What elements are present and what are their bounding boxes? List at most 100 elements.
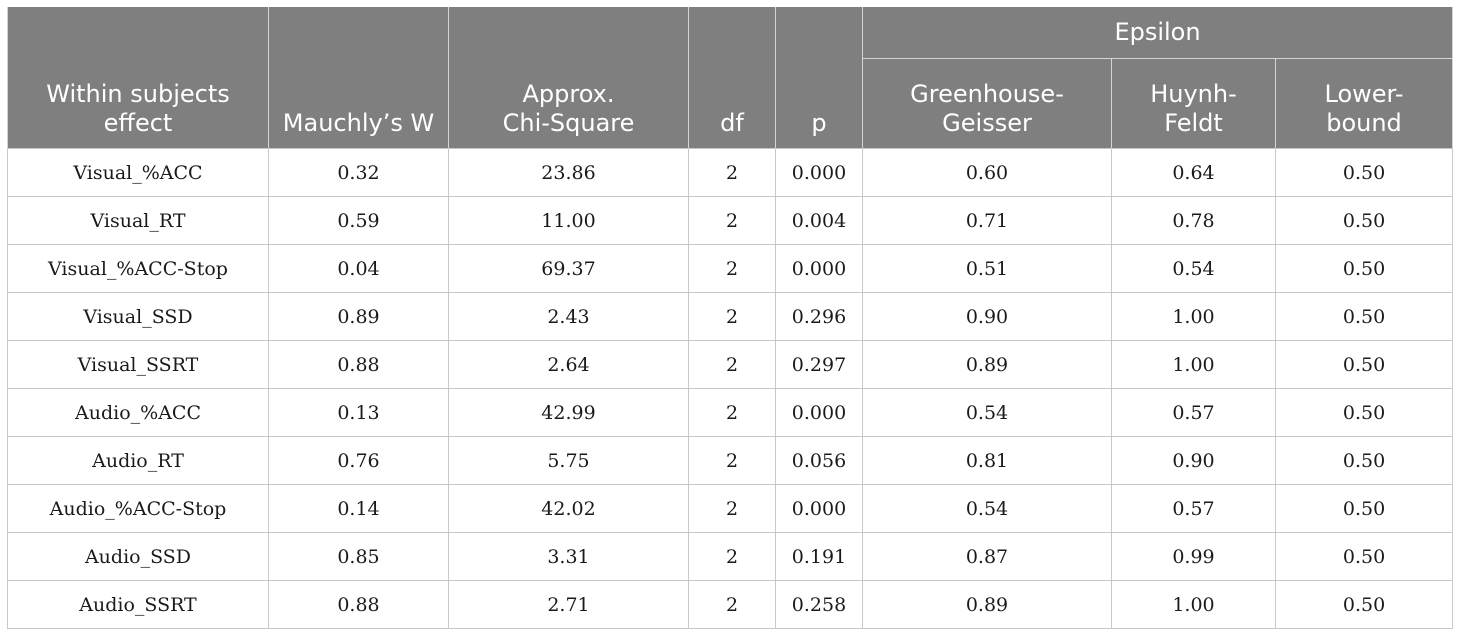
chi-square-cell: 3.31 [448, 532, 689, 581]
table-row: Visual_%ACC-Stop 0.04 69.37 2 0.000 0.51 0.54 0… [7, 244, 1454, 293]
header-mauchly: Mauchly’s W [268, 7, 449, 149]
chi-square-cell: 23.86 [448, 148, 689, 197]
effect-cell: Visual_%ACC-Stop [7, 244, 269, 293]
header-epsilon: Epsilon [861, 7, 1454, 59]
effect-cell: Audio_%ACC [7, 388, 269, 437]
effect-cell: Audio_RT [7, 436, 269, 485]
p-cell: 0.004 [775, 196, 863, 245]
chi-square-cell: 42.02 [448, 484, 689, 533]
header-effect: Within subjects effect [7, 7, 269, 149]
chi-square-cell: 11.00 [448, 196, 689, 245]
huynh-feldt-cell: 0.99 [1111, 532, 1276, 581]
df-cell: 2 [688, 196, 776, 245]
effect-cell: Audio_SSRT [7, 580, 269, 629]
effect-cell: Visual_RT [7, 196, 269, 245]
df-cell: 2 [688, 436, 776, 485]
lower-bound-cell: 0.50 [1274, 292, 1454, 341]
huynh-feldt-cell: 0.90 [1111, 436, 1276, 485]
p-cell: 0.000 [775, 388, 863, 437]
greenhouse-geisser-cell: 0.89 [862, 340, 1112, 389]
greenhouse-geisser-cell: 0.54 [862, 388, 1112, 437]
huynh-feldt-cell: 1.00 [1111, 580, 1276, 629]
table-row: Visual_SSD 0.89 2.43 2 0.296 0.90 1.00 0.50 [7, 292, 1454, 341]
chi-square-cell: 42.99 [448, 388, 689, 437]
huynh-feldt-cell: 0.57 [1111, 388, 1276, 437]
huynh-feldt-cell: 0.78 [1111, 196, 1276, 245]
huynh-feldt-cell: 0.57 [1111, 484, 1276, 533]
table-row: Audio_SSD 0.85 3.31 2 0.191 0.87 0.99 0.50 [7, 532, 1454, 581]
mauchly-cell: 0.32 [268, 148, 449, 197]
greenhouse-geisser-cell: 0.51 [862, 244, 1112, 293]
df-cell: 2 [688, 292, 776, 341]
mauchly-cell: 0.04 [268, 244, 449, 293]
lower-bound-cell: 0.50 [1274, 148, 1454, 197]
df-cell: 2 [688, 340, 776, 389]
huynh-feldt-cell: 0.64 [1111, 148, 1276, 197]
greenhouse-geisser-cell: 0.71 [862, 196, 1112, 245]
effect-cell: Audio_SSD [7, 532, 269, 581]
table-body: Visual_%ACC 0.32 23.86 2 0.000 0.60 0.64 0.50 Vi… [7, 148, 1454, 629]
table-header: Within subjects effect Mauchly’s W Approx… [7, 7, 1454, 149]
p-cell: 0.000 [775, 148, 863, 197]
p-cell: 0.296 [775, 292, 863, 341]
header-df: df [688, 7, 776, 149]
mauchly-cell: 0.13 [268, 388, 449, 437]
effect-cell: Visual_SSRT [7, 340, 269, 389]
chi-square-cell: 2.71 [448, 580, 689, 629]
mauchly-cell: 0.14 [268, 484, 449, 533]
huynh-feldt-cell: 0.54 [1111, 244, 1276, 293]
effect-cell: Visual_SSD [7, 292, 269, 341]
mauchly-cell: 0.59 [268, 196, 449, 245]
lower-bound-cell: 0.50 [1274, 436, 1454, 485]
df-cell: 2 [688, 484, 776, 533]
lower-bound-cell: 0.50 [1274, 484, 1454, 533]
p-cell: 0.056 [775, 436, 863, 485]
table-row: Audio_SSRT 0.88 2.71 2 0.258 0.89 1.00 0.50 [7, 580, 1454, 629]
chi-square-cell: 5.75 [448, 436, 689, 485]
greenhouse-geisser-cell: 0.54 [862, 484, 1112, 533]
huynh-feldt-cell: 1.00 [1111, 292, 1276, 341]
huynh-feldt-cell: 1.00 [1111, 340, 1276, 389]
chi-square-cell: 2.43 [448, 292, 689, 341]
lower-bound-cell: 0.50 [1274, 388, 1454, 437]
df-cell: 2 [688, 148, 776, 197]
mauchly-cell: 0.89 [268, 292, 449, 341]
p-cell: 0.000 [775, 484, 863, 533]
table-row: Audio_RT 0.76 5.75 2 0.056 0.81 0.90 0.50 [7, 436, 1454, 485]
mauchly-cell: 0.76 [268, 436, 449, 485]
sphericity-table-container: Within subjects effect Mauchly’s W Approx… [7, 7, 1454, 629]
effect-cell: Audio_%ACC-Stop [7, 484, 269, 533]
p-cell: 0.258 [775, 580, 863, 629]
p-cell: 0.000 [775, 244, 863, 293]
lower-bound-cell: 0.50 [1274, 580, 1454, 629]
lower-bound-cell: 0.50 [1274, 532, 1454, 581]
lower-bound-cell: 0.50 [1274, 244, 1454, 293]
table-row: Audio_%ACC-Stop 0.14 42.02 2 0.000 0.54 0.57 0.… [7, 484, 1454, 533]
df-cell: 2 [688, 244, 776, 293]
greenhouse-geisser-cell: 0.89 [862, 580, 1112, 629]
p-cell: 0.191 [775, 532, 863, 581]
lower-bound-cell: 0.50 [1274, 196, 1454, 245]
header-chi-square: Approx. Chi-Square [448, 7, 689, 149]
effect-cell: Visual_%ACC [7, 148, 269, 197]
header-greenhouse-geisser: Greenhouse- Geisser [862, 58, 1112, 149]
header-p: p [775, 7, 863, 149]
mauchly-cell: 0.85 [268, 532, 449, 581]
table-row: Audio_%ACC 0.13 42.99 2 0.000 0.54 0.57 0.50 [7, 388, 1454, 437]
chi-square-cell: 2.64 [448, 340, 689, 389]
greenhouse-geisser-cell: 0.81 [862, 436, 1112, 485]
lower-bound-cell: 0.50 [1274, 340, 1454, 389]
table-row: Visual_%ACC 0.32 23.86 2 0.000 0.60 0.64 0.50 [7, 148, 1454, 197]
greenhouse-geisser-cell: 0.60 [862, 148, 1112, 197]
mauchly-cell: 0.88 [268, 580, 449, 629]
greenhouse-geisser-cell: 0.90 [862, 292, 1112, 341]
p-cell: 0.297 [775, 340, 863, 389]
df-cell: 2 [688, 532, 776, 581]
header-huynh-feldt: Huynh- Feldt [1111, 58, 1276, 149]
chi-square-cell: 69.37 [448, 244, 689, 293]
df-cell: 2 [688, 580, 776, 629]
sphericity-table: Within subjects effect Mauchly’s W Approx… [7, 7, 1454, 629]
greenhouse-geisser-cell: 0.87 [862, 532, 1112, 581]
table-row: Visual_RT 0.59 11.00 2 0.004 0.71 0.78 0.50 [7, 196, 1454, 245]
mauchly-cell: 0.88 [268, 340, 449, 389]
